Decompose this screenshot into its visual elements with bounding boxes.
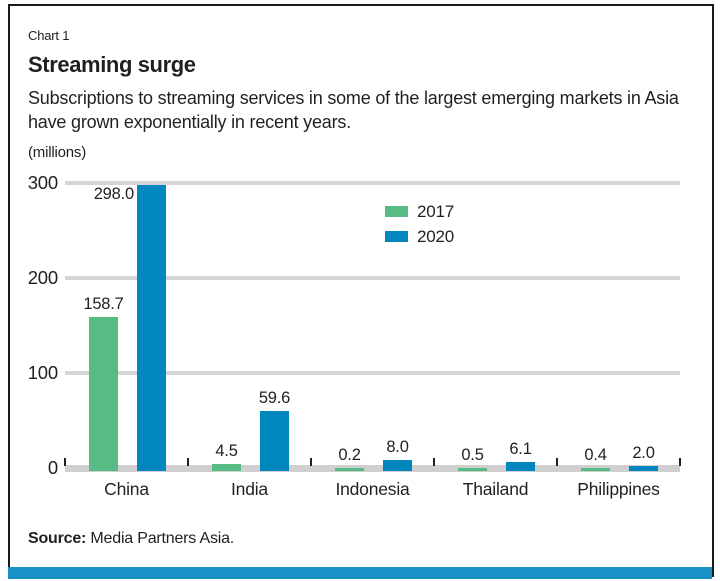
- bar-value-label-2017-china: 158.7: [83, 295, 124, 314]
- bottom-accent-bar: [8, 567, 712, 579]
- bar-2020-philippines: [629, 466, 658, 471]
- x-axis-tick: [187, 458, 189, 466]
- x-axis-category-label-thailand: Thailand: [462, 479, 529, 499]
- bar-2017-china: [89, 317, 118, 471]
- bar-2020-thailand: [506, 462, 535, 471]
- chart-subtitle: Subscriptions to streaming services in s…: [28, 86, 688, 134]
- y-axis-tick-label-0: 0: [47, 457, 58, 478]
- gridline-200: [65, 276, 680, 280]
- source-prefix: Source:: [28, 530, 87, 547]
- chart-number: Chart 1: [28, 28, 70, 43]
- bar-2020-indonesia: [383, 460, 412, 471]
- source-note: Source: Media Partners Asia.: [28, 530, 234, 548]
- x-axis-tick: [433, 458, 435, 466]
- x-axis-category-label-india: India: [231, 479, 268, 499]
- x-axis-category-label-china: China: [104, 479, 149, 499]
- x-axis-tick: [556, 458, 558, 466]
- legend-swatch-2020: [385, 231, 408, 242]
- bar-value-label-2017-thailand: 0.5: [461, 445, 484, 464]
- gridline-100: [65, 371, 680, 375]
- subtitle-line-2: have grown exponentially in recent years…: [28, 112, 351, 132]
- gridline-300: [65, 181, 680, 185]
- bar-2017-philippines: [581, 467, 610, 471]
- y-axis-tick-label-200: 200: [27, 267, 58, 288]
- bar-value-label-2020-thailand: 6.1: [509, 440, 532, 459]
- y-axis-tick-label-300: 300: [27, 172, 58, 193]
- bar-2020-china: [137, 184, 166, 471]
- x-axis-baseline: [65, 464, 680, 472]
- chart-title: Streaming surge: [28, 52, 196, 77]
- bar-value-label-2020-indonesia: 8.0: [386, 438, 409, 457]
- axis-units-label: (millions): [28, 144, 87, 161]
- y-axis-tick-label-100: 100: [27, 362, 58, 383]
- bar-value-label-2020-india: 59.6: [258, 389, 291, 408]
- bar-2017-india: [212, 463, 241, 471]
- x-axis-category-label-philippines: Philippines: [577, 479, 660, 499]
- subtitle-line-1: Subscriptions to streaming services in s…: [28, 88, 679, 108]
- bar-value-label-2020-philippines: 2.0: [632, 444, 655, 463]
- x-axis-category-label-indonesia: Indonesia: [335, 479, 410, 499]
- bar-2017-indonesia: [335, 467, 364, 471]
- figure-border-frame: [8, 4, 714, 577]
- bar-2017-thailand: [458, 467, 487, 471]
- bar-2020-india: [260, 411, 289, 471]
- bar-value-label-2020-china: 298.0: [93, 185, 134, 203]
- x-axis-tick: [679, 458, 681, 466]
- bar-value-label-2017-india: 4.5: [215, 441, 238, 460]
- source-text: Media Partners Asia.: [86, 530, 235, 547]
- x-axis-tick: [64, 458, 66, 466]
- x-axis-tick: [310, 458, 312, 466]
- legend-item-2020: 2020: [385, 224, 454, 249]
- legend-label-2017: 2017: [417, 201, 455, 221]
- legend-item-2017: 2017: [385, 199, 454, 224]
- legend: 2017 2020: [385, 199, 454, 249]
- legend-label-2020: 2020: [417, 226, 455, 246]
- bar-value-label-2017-philippines: 0.4: [584, 445, 607, 464]
- legend-swatch-2017: [385, 206, 408, 217]
- bar-value-label-2017-indonesia: 0.2: [338, 445, 361, 464]
